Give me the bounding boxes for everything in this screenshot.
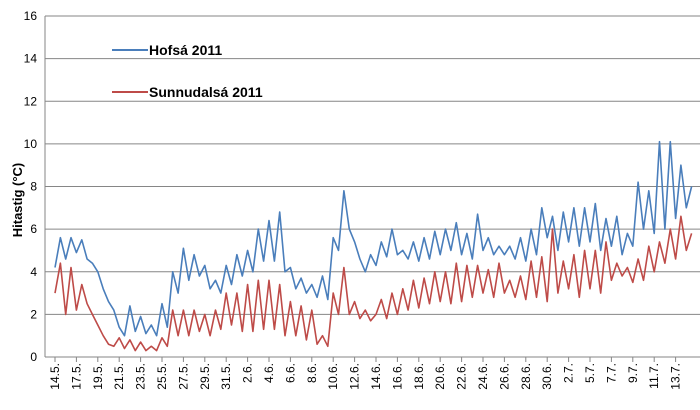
y-tick-label: 10: [24, 137, 38, 151]
y-tick-label: 12: [24, 94, 38, 108]
x-tick-label: 14.5.: [48, 363, 62, 390]
x-tick-label: 10.6.: [326, 363, 340, 390]
y-tick-label: 16: [24, 9, 38, 23]
x-tick-label: 12.6.: [348, 363, 362, 390]
y-tick-label: 0: [30, 350, 37, 364]
x-tick-label: 27.5.: [176, 363, 190, 390]
x-tick-label: 2.7.: [562, 363, 576, 383]
y-tick-label: 4: [30, 265, 37, 279]
x-tick-label: 22.6.: [455, 363, 469, 390]
x-tick-label: 17.5.: [69, 363, 83, 390]
x-tick-label: 18.6.: [412, 363, 426, 390]
x-tick-label: 20.6.: [433, 363, 447, 390]
x-tick-label: 30.6.: [540, 363, 554, 390]
x-tick-label: 8.6.: [305, 363, 319, 383]
legend-label: Sunnudalsá 2011: [149, 84, 263, 100]
y-axis-label: Hitastig (°C): [10, 163, 25, 238]
x-tick-label: 11.7.: [647, 363, 661, 389]
x-tick-label: 29.5.: [198, 363, 212, 390]
x-tick-label: 23.5.: [134, 363, 148, 390]
x-tick-label: 7.7.: [604, 363, 618, 383]
y-tick-label: 8: [30, 180, 37, 194]
x-tick-label: 14.6.: [369, 363, 383, 390]
series-line: [54, 215, 693, 352]
y-tick-label: 2: [30, 307, 37, 321]
y-tick-label: 6: [30, 222, 37, 236]
legend-label: Hofsá 2011: [149, 42, 222, 58]
x-tick-label: 25.5.: [155, 363, 169, 390]
x-tick-label: 21.5.: [112, 363, 126, 390]
y-tick-label: 14: [24, 52, 38, 66]
x-tick-label: 16.6.: [390, 363, 404, 390]
x-tick-label: 28.6.: [519, 363, 533, 390]
x-tick-label: 5.7.: [583, 363, 597, 383]
x-tick-label: 4.6.: [262, 363, 276, 383]
x-tick-label: 2.6.: [241, 363, 255, 383]
x-tick-label: 6.6.: [283, 363, 297, 383]
x-tick-label: 24.6.: [476, 363, 490, 390]
x-tick-label: 26.6.: [497, 363, 511, 390]
x-tick-label: 13.7.: [669, 363, 683, 390]
x-tick-label: 31.5.: [219, 363, 233, 390]
x-tick-label: 19.5.: [91, 363, 105, 390]
series-line: [54, 140, 693, 337]
x-tick-label: 9.7.: [626, 363, 640, 383]
